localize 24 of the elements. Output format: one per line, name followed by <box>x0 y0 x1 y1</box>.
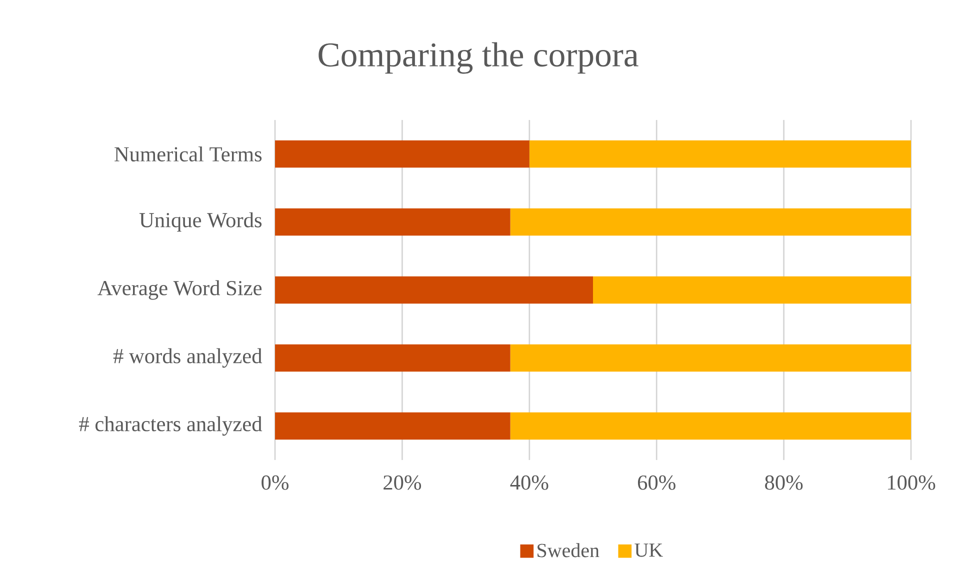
bar <box>510 344 911 372</box>
y-tick-label: Numerical Terms <box>114 146 262 162</box>
bar <box>275 276 593 304</box>
x-tick-label: 80% <box>765 475 803 490</box>
bar <box>275 412 510 440</box>
bar <box>510 208 911 236</box>
y-tick-label: # characters analyzed <box>79 416 262 436</box>
bar <box>275 140 530 168</box>
chart-title: Comparing the corpora <box>318 42 638 74</box>
y-tick-label: # words analyzed <box>113 348 262 368</box>
y-tick-label: Unique Words <box>139 212 262 232</box>
bar <box>529 140 911 168</box>
bar <box>510 412 911 440</box>
bar <box>593 276 911 304</box>
x-tick-label: 60% <box>638 475 676 490</box>
legend-label: Sweden <box>538 543 600 558</box>
x-tick-label: 0% <box>262 475 288 490</box>
legend-label: UK <box>634 544 663 557</box>
x-tick-label: 20% <box>384 475 422 490</box>
x-tick-label: 100% <box>888 475 936 490</box>
bar <box>275 208 510 236</box>
y-tick-label: Average Word Size <box>98 280 262 300</box>
x-tick-label: 40% <box>510 475 548 490</box>
bar <box>275 344 510 372</box>
